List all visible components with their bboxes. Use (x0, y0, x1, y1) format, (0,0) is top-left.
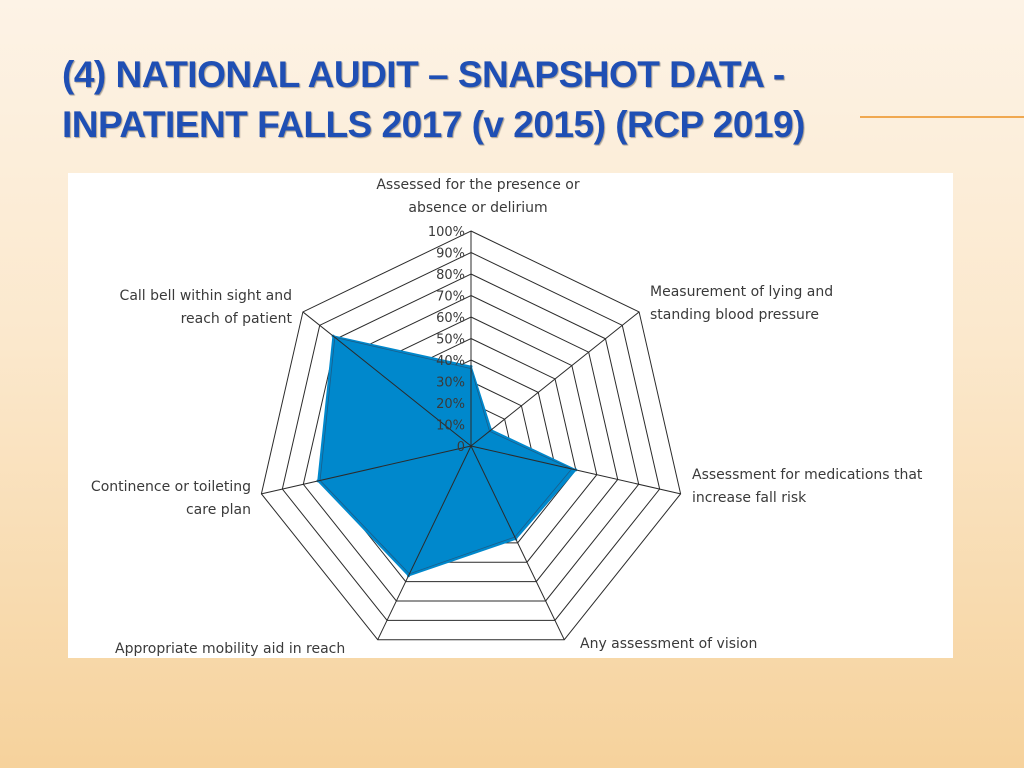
radar-spoke-3 (470, 445, 565, 640)
radar-tick-label-40: 40% (436, 354, 465, 369)
radar-grid-ring-90 (281, 251, 661, 621)
radar-tick-label-70: 70% (436, 290, 465, 305)
radar-tick-label-90: 90% (436, 247, 465, 262)
radar-category-label-3: Any assessment of vision (580, 636, 757, 652)
radar-series-outline-2015 (319, 336, 573, 575)
radar-tick-label-0: 0 (457, 440, 465, 455)
radar-spokes (261, 231, 681, 640)
radar-category-label-0: Assessed for the presence or absence or d… (376, 177, 579, 216)
radar-category-label-6: Call bell within sight and reach of patie… (120, 288, 293, 327)
radar-category-label-4: Appropriate mobility aid in reach (115, 641, 345, 657)
title-accent-rule (860, 116, 1024, 118)
radar-category-label-5: Continence or toileting care plan (91, 479, 251, 518)
radar-tick-label-60: 60% (436, 311, 465, 326)
slide-title-line-2: INPATIENT FALLS 2017 (v 2015) (RCP 2019) (62, 104, 805, 145)
radar-spoke-4 (377, 445, 472, 640)
radar-tick-label-100: 100% (428, 225, 465, 240)
radar-category-label-1: Measurement of lying and standing blood p… (650, 284, 833, 323)
radar-tick-label-80: 80% (436, 268, 465, 283)
radar-category-label-2: Assessment for medications that increase … (692, 467, 923, 506)
slide-title-line-1: (4) NATIONAL AUDIT – SNAPSHOT DATA - (62, 54, 785, 95)
radar-spoke-1 (470, 311, 640, 447)
slide-title: (4) NATIONAL AUDIT – SNAPSHOT DATA - INP… (62, 50, 962, 150)
radar-tick-label-50: 50% (436, 333, 465, 348)
radar-series-area-0 (317, 335, 578, 577)
radar-tick-label-10: 10% (436, 419, 465, 434)
radar-chart: 0 10% 20% 30% 40% 50% 60% 70% 80% 90% 100% Assesse… (91, 177, 923, 657)
radar-spoke-6 (302, 311, 472, 447)
radar-tick-label-30: 30% (436, 376, 465, 391)
radar-chart-panel: 0 10% 20% 30% 40% 50% 60% 70% 80% 90% 100% Assesse… (68, 173, 953, 658)
radar-spoke-5 (261, 445, 472, 495)
radar-tick-labels: 0 10% 20% 30% 40% 50% 60% 70% 80% 90% 100% (428, 225, 465, 455)
radar-grid-ring-100 (260, 230, 682, 641)
radar-spoke-2 (470, 445, 681, 495)
radar-category-labels: Assessed for the presence or absence or d… (91, 177, 923, 657)
radar-tick-label-20: 20% (436, 397, 465, 412)
